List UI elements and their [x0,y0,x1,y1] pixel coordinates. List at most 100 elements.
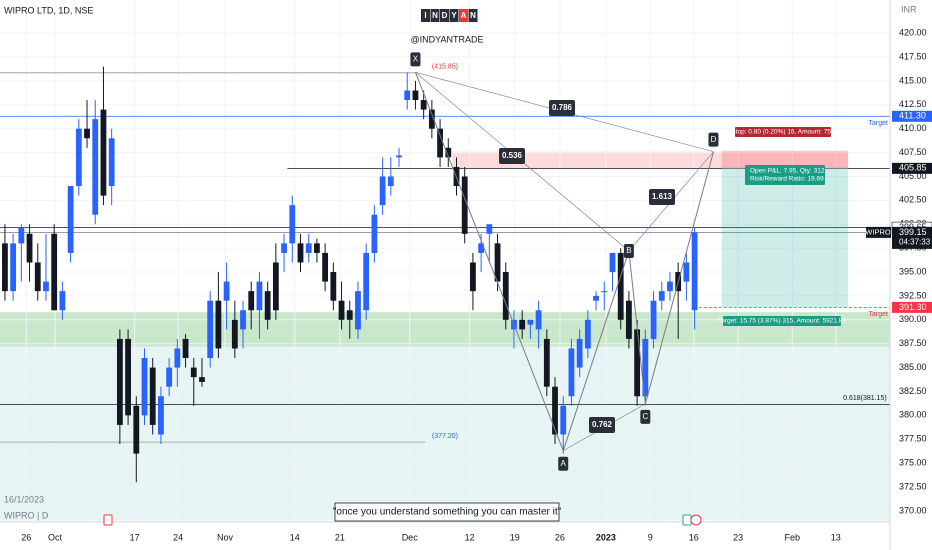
candle-body [519,319,526,330]
quote-box [334,502,560,522]
ratio-box [589,417,615,433]
x-tick-label: 21 [335,532,345,542]
stop-label: Stop: 0.80 (0.20%) 16, Amount: 750 [731,129,835,136]
x-tick-label: Dec [402,532,419,542]
candle-body [149,367,156,425]
candle-body [125,338,131,416]
pattern-point-label: X [413,54,419,63]
symbol-tag [866,226,891,238]
ratio-label: 1.613 [652,192,673,201]
candle-body [428,109,435,129]
tag-note: Target [869,120,889,127]
x-tick-label: Feb [785,532,801,542]
target-label-box [723,316,841,326]
brand-box [449,9,459,22]
price-tag-label: 405.85 [899,163,927,173]
y-tick-label: 417.50 [899,51,927,61]
y-tick-label: 402.50 [899,195,927,205]
candle-body [658,291,665,301]
candle-body [568,348,575,397]
y-tick-label: 385.00 [899,362,927,372]
y-tick-label: 395.00 [899,266,927,276]
brand-box [440,9,449,22]
candle-body [248,291,255,311]
candle-body [26,233,33,263]
candle-body [535,310,542,330]
pattern-point-box [410,52,421,67]
candle-body [305,243,312,253]
candle-body [437,128,443,158]
brand-box [468,9,478,22]
price-tag-label: 399.15 [899,227,927,237]
candle-body [199,377,205,382]
y-tick-label: 375.00 [899,458,927,468]
candle-body [584,319,591,349]
candle-body [10,243,17,292]
ratio-label: 0.536 [502,151,523,160]
candle-body [190,367,197,378]
ratio-box [549,100,575,116]
stop-label-box [735,127,831,137]
x-tick-label: 23 [733,532,743,542]
candle-body [420,100,427,110]
quote: "once you understand something you can m… [333,507,562,518]
x-tick-label: Nov [217,532,234,542]
candle-body [691,232,698,311]
earnings-icon[interactable] [682,514,692,526]
pattern-point-label: D [711,135,717,144]
y-tick-label: 410.00 [899,123,927,133]
chart-title: WIPRO LTD, 1D, NSE [4,5,93,15]
symbol-note: WIPRO | D [4,510,49,520]
y-tick-label: 380.00 [899,410,927,420]
rr-label: Risk/Reward Ratio: 19.69 [750,176,824,183]
x-tick-label: 14 [290,532,300,542]
ratio-box [499,148,525,164]
candle-body [2,243,8,292]
brand-box [421,9,430,22]
tag-note: Target [869,311,889,318]
x-tick-label: 26 [555,532,565,542]
candle-body [215,300,222,349]
pattern-leg [414,72,564,451]
y-tick-label: 372.50 [899,481,927,491]
y-tick-label: 387.50 [899,338,927,348]
candle-body [43,281,49,292]
date-note: 16/1/2023 [4,494,44,504]
y-tick-label: 392.50 [899,290,927,300]
x-tick-label: 13 [831,532,841,542]
candle-body [502,272,509,320]
brand-letter: I [424,11,426,20]
candle-body [355,291,361,330]
candle-body [141,358,148,416]
candle-body [281,243,287,253]
candle-body [108,138,115,187]
price-tag [892,110,932,122]
dividend-icon[interactable] [690,514,702,526]
candle-body [412,90,419,101]
zone [0,346,890,521]
price-tag [892,301,932,313]
x-tick-label: 16 [689,532,699,542]
candle-body [75,128,82,187]
candle-body [667,281,673,292]
x-tick-label: 2023 [596,532,616,542]
candle-body [272,262,279,311]
candle-body [240,310,246,330]
brand-letter: N [432,11,438,20]
candle-body [387,176,394,187]
candle-body [314,243,320,253]
candle-body [543,338,550,387]
candle-body [100,109,107,196]
pattern-point-label: C [642,412,648,421]
currency: INR [901,4,917,14]
brand-letter: Y [451,11,457,20]
candle-body [527,319,534,325]
x-tick-label: Oct [48,532,63,542]
brand-box [430,9,440,22]
candle-body [494,243,501,282]
target-label: Target: 15.75 (3.87%) 315, Amount: 5921.… [718,318,846,325]
price-tag-label: 391.30 [899,302,927,312]
level-label: 0.618(381.15) [843,395,887,402]
earnings-icon[interactable] [103,514,113,526]
